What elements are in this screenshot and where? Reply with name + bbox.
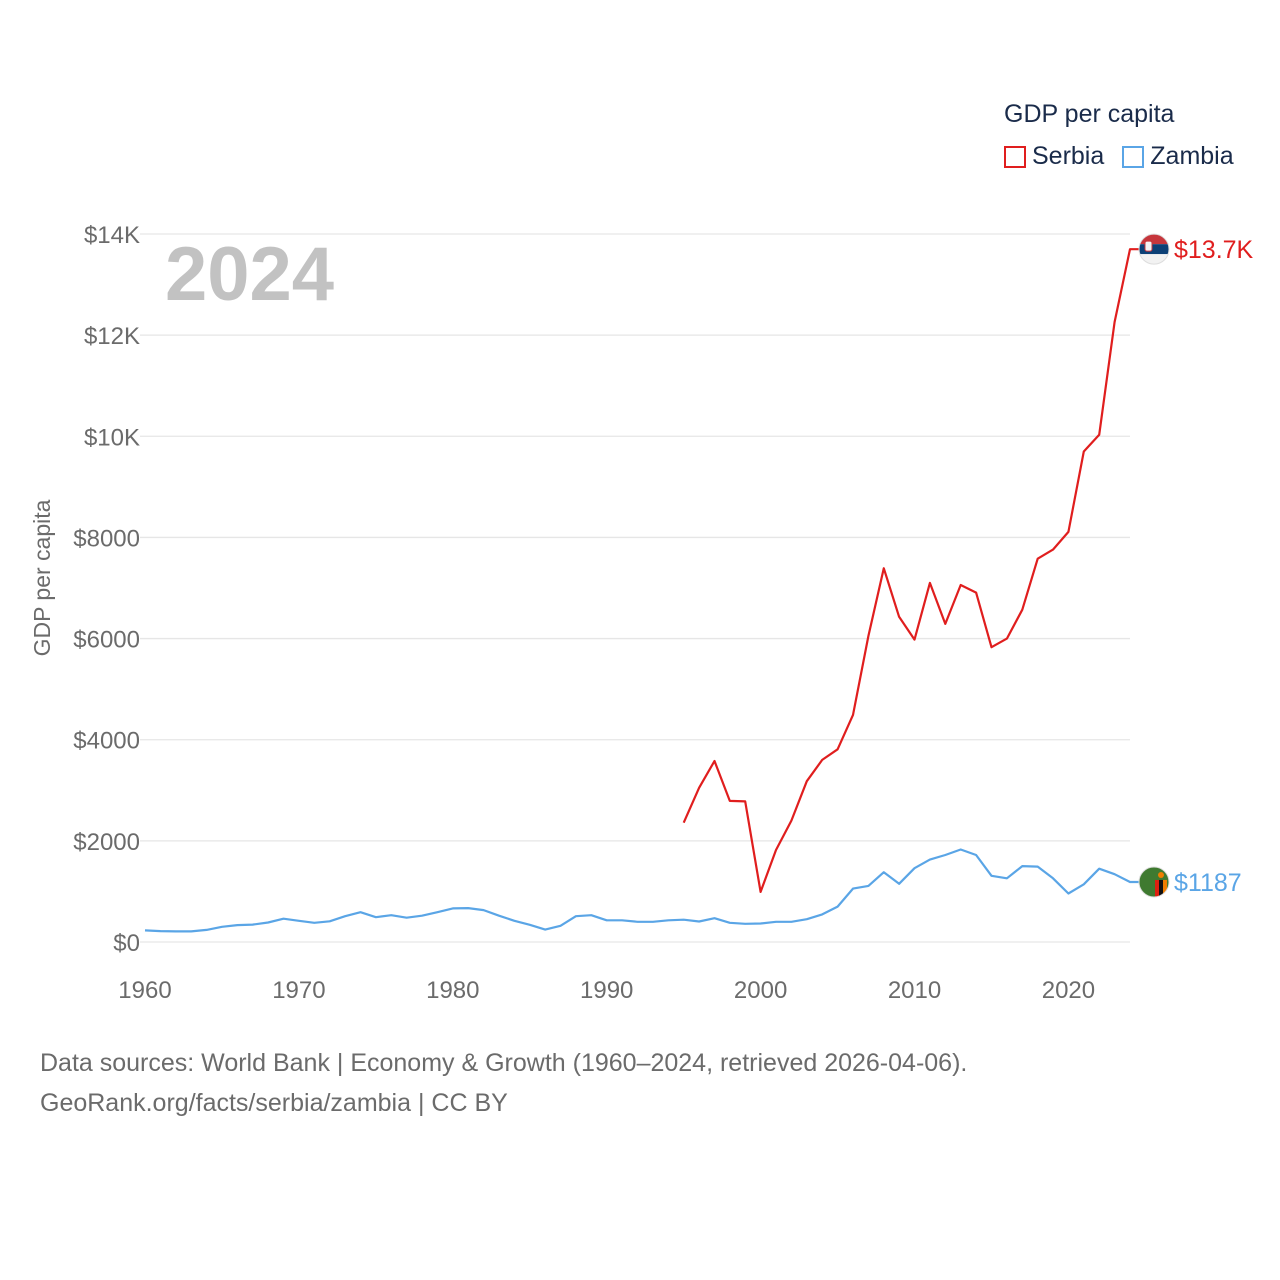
legend-label-zambia: Zambia	[1150, 142, 1234, 170]
legend-title: GDP per capita	[1004, 100, 1175, 128]
y-axis-title: GDP per capita	[29, 499, 55, 656]
series-end-markers: $13.7K $1187	[1138, 233, 1254, 898]
gridlines	[140, 233, 1130, 943]
x-tick-label: 2010	[888, 977, 941, 1004]
y-tick-label: $6000	[73, 627, 140, 654]
y-tick-label: $8000	[73, 525, 140, 552]
legend-swatch-zambia	[1122, 145, 1145, 168]
zambia-flag-icon	[1139, 866, 1169, 897]
y-tick-label: $14K	[84, 222, 140, 249]
legend-swatch-serbia	[1004, 145, 1026, 168]
flag-border	[1138, 233, 1170, 265]
y-tick-label: $4000	[73, 728, 140, 755]
footer-link[interactable]: GeoRank.org/facts/serbia/zambia | CC BY	[40, 1089, 508, 1117]
x-tick-label: 2000	[734, 977, 787, 1004]
x-tick-label: 1960	[118, 977, 171, 1004]
x-axis: 1960 1970 1980 1990 2000 2010 2020	[118, 977, 1095, 1004]
series-lines	[144, 248, 1145, 933]
legend-item-zambia[interactable]: Zambia	[1122, 142, 1234, 171]
y-tick-label: $12K	[84, 323, 140, 350]
footer: Data sources: World Bank | Economy & Gro…	[40, 1043, 967, 1123]
footer-sources: Data sources: World Bank | Economy & Gro…	[40, 1049, 968, 1077]
legend-item-serbia[interactable]: Serbia	[1004, 142, 1104, 171]
y-tick-label: $2000	[73, 829, 140, 856]
year-label: 2024	[165, 232, 334, 317]
y-tick-label: $0	[113, 930, 140, 957]
y-tick-label: $10K	[84, 424, 140, 451]
legend: Serbia Zambia	[1004, 142, 1252, 171]
series-line-zambia	[144, 848, 1145, 933]
flag-border	[1138, 866, 1170, 898]
x-tick-label: 1980	[426, 977, 479, 1004]
x-tick-label: 1990	[580, 977, 633, 1004]
x-tick-label: 1970	[272, 977, 325, 1004]
y-axis: $0 $2000 $4000 $6000 $8000 $10K $12K $14K	[73, 222, 140, 957]
end-value-label-zambia: $1187	[1174, 869, 1242, 897]
series-line-serbia	[682, 248, 1145, 894]
end-value-label-serbia: $13.7K	[1174, 236, 1254, 264]
legend-label-serbia: Serbia	[1032, 142, 1105, 170]
serbia-flag-icon	[1139, 234, 1169, 265]
x-tick-label: 2020	[1042, 977, 1095, 1004]
